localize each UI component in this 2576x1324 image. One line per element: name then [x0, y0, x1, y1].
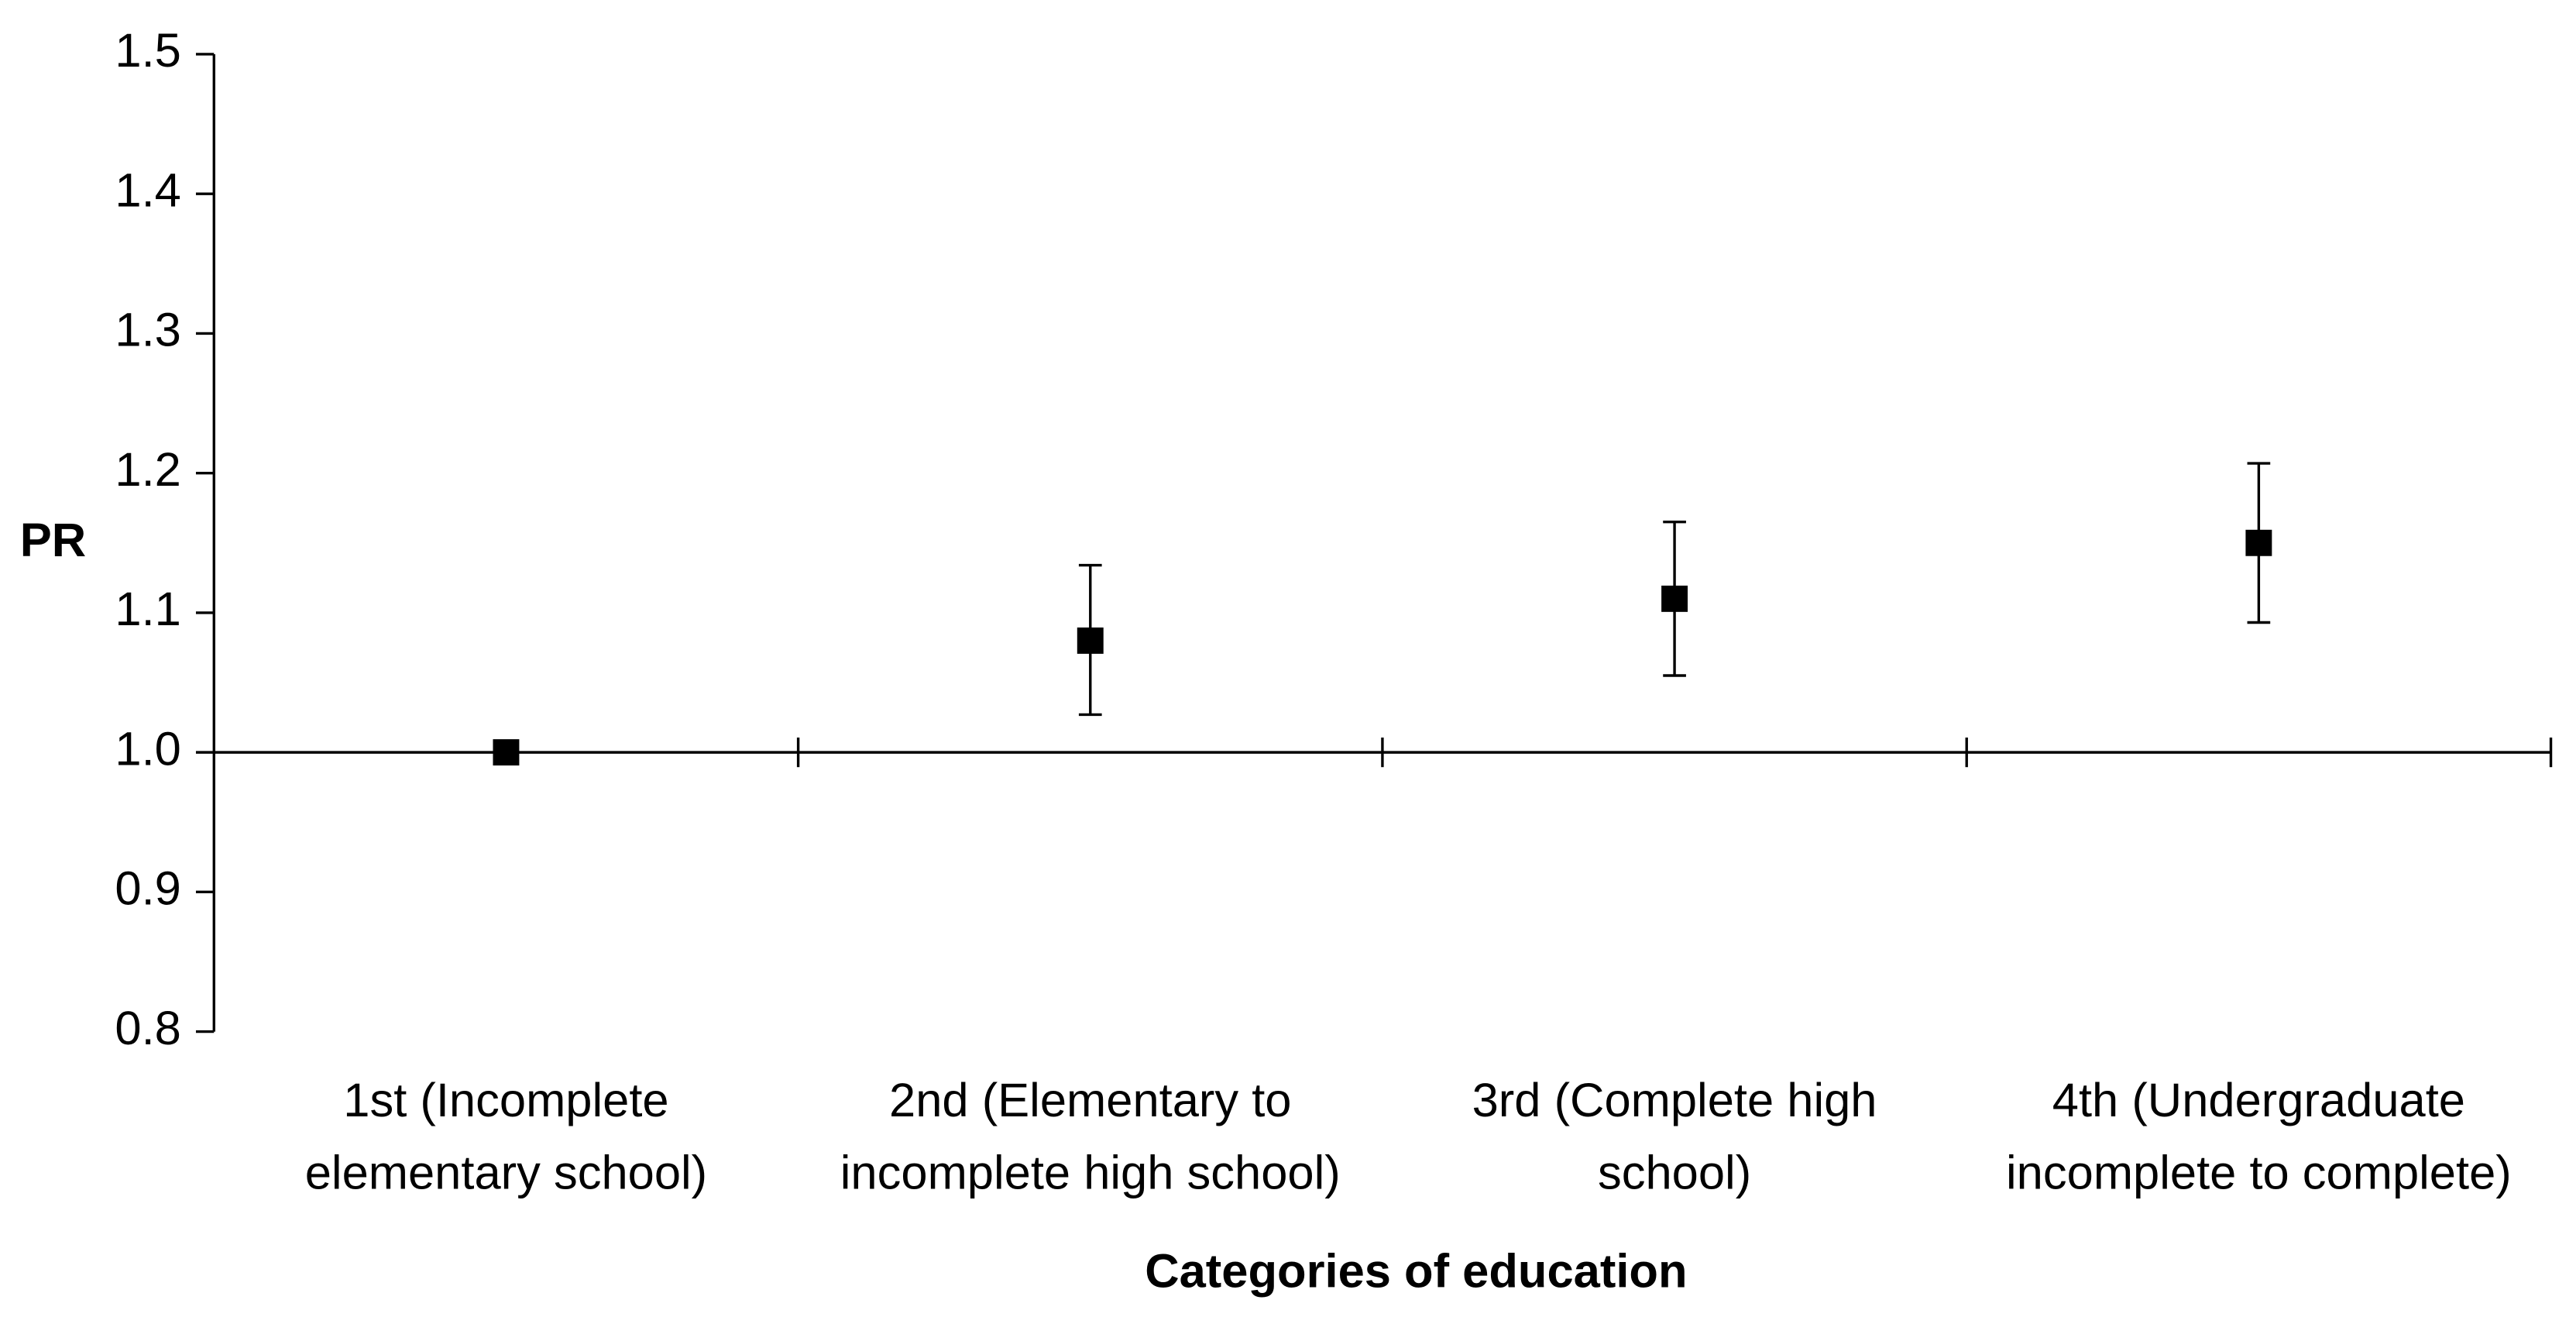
- y-axis-title: PR: [20, 514, 86, 567]
- x-tick-label: 4th (Undergraduate: [2052, 1074, 2465, 1127]
- x-tick-label: 3rd (Complete high: [1472, 1074, 1877, 1127]
- y-tick-label: 0.9: [115, 862, 180, 916]
- x-tick-label: 2nd (Elementary to: [889, 1074, 1291, 1127]
- y-tick-label: 0.8: [115, 1002, 180, 1055]
- point: [1661, 585, 1688, 612]
- point: [1077, 627, 1104, 654]
- x-tick-label: incomplete high school): [840, 1146, 1341, 1199]
- x-tick-label: elementary school): [305, 1146, 707, 1199]
- y-tick-label: 1.4: [115, 163, 180, 217]
- y-tick-label: 1.1: [115, 583, 180, 636]
- x-axis-title: Categories of education: [1145, 1245, 1687, 1298]
- x-tick-label: school): [1598, 1146, 1751, 1199]
- x-tick-label: 1st (Incomplete: [343, 1074, 668, 1127]
- y-tick-label: 1.2: [115, 443, 180, 497]
- point: [493, 739, 520, 766]
- y-tick-label: 1.0: [115, 722, 180, 775]
- y-tick-label: 1.5: [115, 24, 180, 77]
- point: [2245, 529, 2272, 556]
- y-tick-label: 1.3: [115, 304, 180, 357]
- x-tick-label: incomplete to complete): [2006, 1146, 2512, 1199]
